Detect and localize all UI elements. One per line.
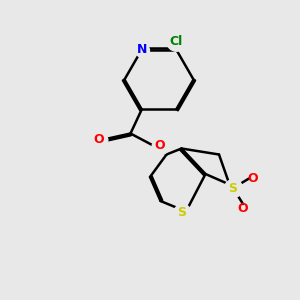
Text: O: O (247, 172, 258, 185)
Text: N: N (136, 43, 147, 56)
Text: O: O (94, 133, 104, 146)
Text: O: O (154, 139, 165, 152)
Text: S: S (177, 206, 186, 220)
Text: S: S (229, 182, 238, 195)
Text: O: O (238, 202, 248, 215)
Text: Cl: Cl (169, 35, 183, 48)
